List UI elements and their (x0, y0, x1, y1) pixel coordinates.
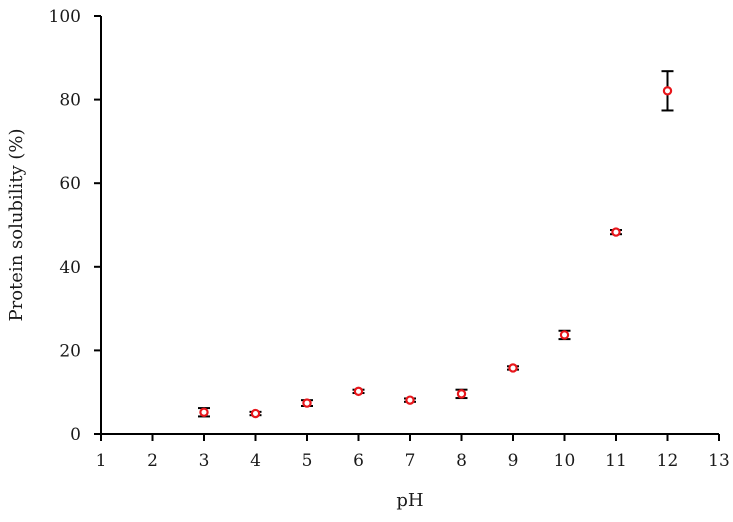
y-tick-label: 20 (59, 341, 81, 361)
circle-marker-icon (302, 398, 312, 408)
data-point (301, 398, 313, 408)
data-points (198, 70, 674, 419)
data-point (507, 363, 519, 373)
y-tick-label: 40 (59, 258, 81, 278)
x-tick-label: 6 (353, 451, 364, 471)
y-tick-label: 60 (59, 174, 81, 194)
x-tick-label: 3 (199, 451, 210, 471)
y-tick-label: 0 (70, 425, 81, 445)
x-tick-label: 7 (405, 451, 416, 471)
circle-marker-icon (456, 389, 467, 399)
y-axis: 0 20 40 60 80 100 (49, 7, 102, 445)
circle-marker-icon (662, 86, 673, 96)
circle-marker-icon (250, 408, 261, 419)
circle-marker-icon (611, 227, 621, 237)
x-axis-title: pH (396, 490, 423, 511)
circle-marker-icon (353, 386, 364, 397)
circle-marker-icon (405, 395, 415, 405)
x-tick-label: 4 (250, 451, 261, 471)
x-tick-label: 12 (657, 451, 679, 471)
x-tick-label: 1 (96, 451, 107, 471)
data-point (455, 388, 468, 400)
circle-marker-icon (199, 407, 209, 417)
y-tick-label: 80 (59, 91, 81, 111)
circle-marker-icon (559, 330, 570, 340)
data-point (249, 408, 262, 419)
x-tick-label: 8 (456, 451, 467, 471)
circle-marker-icon (508, 363, 518, 373)
x-tick-label: 9 (508, 451, 519, 471)
data-point (404, 395, 416, 405)
data-point (352, 386, 365, 397)
data-point (661, 70, 674, 112)
x-tick-label: 10 (554, 451, 576, 471)
x-tick-label: 5 (302, 451, 313, 471)
x-tick-label: 11 (605, 451, 627, 471)
x-tick-label: 2 (147, 451, 158, 471)
y-tick-label: 100 (49, 7, 81, 27)
data-point (558, 329, 571, 341)
y-axis-title: Protein solubility (%) (6, 129, 27, 322)
x-axis: 1 2 3 4 5 6 7 8 9 10 11 12 13 (94, 433, 730, 471)
data-point (610, 227, 622, 237)
x-tick-label: 13 (708, 451, 730, 471)
data-point (198, 407, 210, 418)
